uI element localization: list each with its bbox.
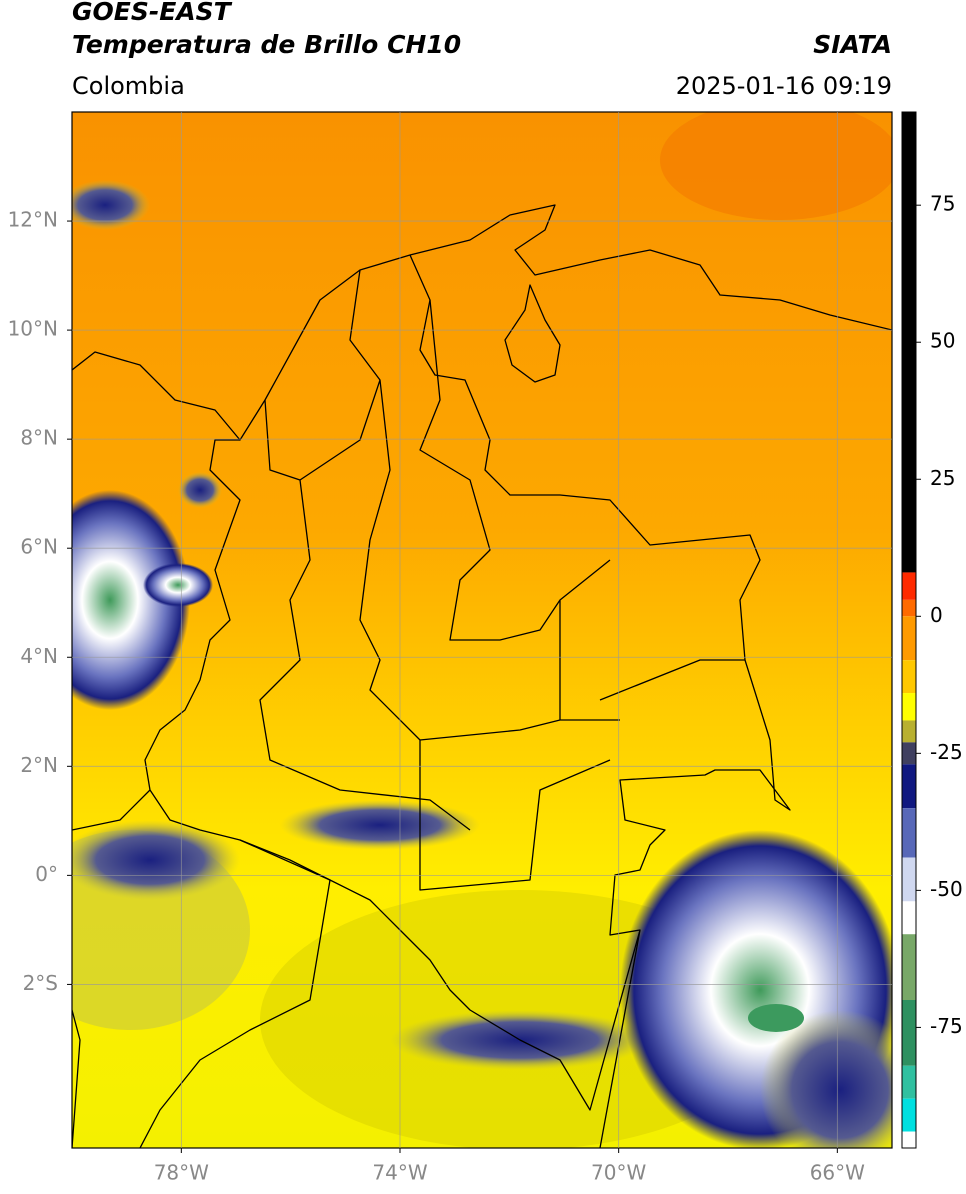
- cloud: [143, 563, 213, 607]
- cloud: [760, 1010, 892, 1148]
- y-tick-label: 12°N: [8, 208, 58, 232]
- colorbar-segment: [902, 1065, 916, 1099]
- title-line-1: GOES-EAST: [72, 0, 233, 26]
- cloud-core: [748, 1004, 804, 1032]
- colorbar-tick-label: 25: [930, 466, 955, 490]
- y-tick-label: 6°N: [20, 535, 58, 559]
- region: Colombia: [72, 72, 185, 100]
- colorbar-segment: [902, 616, 916, 661]
- colorbar-segment: [902, 572, 916, 600]
- lake-maracaibo: [504, 284, 561, 383]
- colorbar-tick-label: 50: [930, 329, 955, 353]
- colorbar-segment: [902, 112, 916, 573]
- cloud: [72, 820, 240, 900]
- colombia-border: [144, 254, 791, 1111]
- colorbar-segment: [902, 1000, 916, 1066]
- warm-area: [660, 112, 892, 220]
- x-tick-label: 78°W: [154, 1161, 209, 1185]
- source: SIATA: [813, 30, 892, 59]
- y-tick-label: 2°N: [20, 753, 58, 777]
- x-tick-label: 74°W: [372, 1161, 427, 1185]
- y-tick-label: 4°N: [20, 644, 58, 668]
- border-south: [72, 789, 641, 1148]
- colorbar-tick-label: 75: [930, 192, 955, 216]
- colorbar-tick-label: 0: [930, 603, 943, 627]
- cloud: [178, 472, 222, 508]
- colorbar-segment: [902, 934, 916, 1000]
- colorbar-segment: [902, 742, 916, 765]
- y-tick-label: 10°N: [8, 317, 58, 341]
- map-frame: [71, 111, 893, 1149]
- colorbar-segment: [902, 660, 916, 694]
- colorbar-segment: [902, 1098, 916, 1132]
- cloud: [280, 800, 480, 850]
- colorbar-segment: [902, 764, 916, 809]
- colorbar-segment: [902, 808, 916, 858]
- colorbar-segment: [902, 720, 916, 743]
- coastline: [72, 204, 892, 441]
- colorbar-segment: [902, 857, 916, 902]
- colorbar-tick-label: -25: [930, 740, 963, 764]
- y-tick-label: 0°: [35, 862, 58, 886]
- colorbar-tick-label: -75: [930, 1014, 963, 1038]
- title-line-2: Temperatura de Brillo CH10: [72, 30, 461, 59]
- colorbar-frame: [901, 111, 917, 1149]
- y-tick-label: 2°S: [23, 971, 58, 995]
- x-tick-label: 66°W: [810, 1161, 865, 1185]
- cloud: [72, 490, 190, 710]
- colorbar-segment: [902, 901, 916, 935]
- colorbar-segment: [902, 599, 916, 617]
- satellite-image: [72, 112, 892, 1148]
- colorbar-tick-label: -50: [930, 877, 963, 901]
- y-tick-label: 8°N: [20, 426, 58, 450]
- colorbar-segment: [902, 693, 916, 721]
- x-tick-label: 70°W: [591, 1161, 646, 1185]
- datetime: 2025-01-16 09:19: [676, 72, 892, 100]
- dept-borders: [259, 269, 745, 891]
- cloud: [72, 180, 150, 230]
- colorbar-segment: [902, 1131, 916, 1148]
